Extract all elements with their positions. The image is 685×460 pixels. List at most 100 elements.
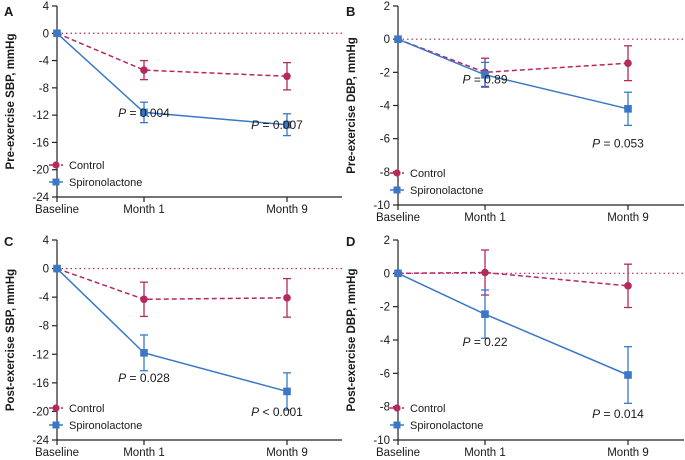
x-tick-label: Month 1 xyxy=(464,447,506,459)
y-tick-label: -8 xyxy=(39,321,49,333)
y-tick-label: 4 xyxy=(43,1,50,13)
legend-label: Control xyxy=(410,403,445,415)
p-value: = 0.028 xyxy=(126,371,170,385)
y-tick-label: -10 xyxy=(373,435,390,447)
y-tick-label: 0 xyxy=(43,28,49,40)
p-value-label: P = 0.028 xyxy=(118,371,170,385)
x-tick-label: Month 1 xyxy=(123,447,165,459)
y-tick-label: -10 xyxy=(373,200,390,212)
p-symbol: P xyxy=(251,405,259,419)
x-tick-label: Month 9 xyxy=(266,204,308,216)
y-tick-label: -8 xyxy=(380,402,390,414)
x-tick-label: Month 9 xyxy=(607,447,649,459)
series-line xyxy=(56,32,288,78)
p-value: = 0.004 xyxy=(126,106,170,120)
legend-marker xyxy=(393,404,401,412)
panel-c: C Post-exercise SBP, mmHg 4 0 -4 -8 -12 -16 -20 -… xyxy=(4,234,342,459)
data-point xyxy=(481,71,489,79)
series-spironolactone xyxy=(53,29,291,137)
x-tick-label: Month 1 xyxy=(464,212,506,224)
legend-label: Spironolactone xyxy=(69,420,142,432)
legend-label: Spironolactone xyxy=(69,177,142,189)
legend-label: Control xyxy=(69,403,104,415)
data-point xyxy=(140,349,148,357)
y-axis-label: Pre-exercise DBP, mmHg xyxy=(346,37,358,174)
panel-letter: D xyxy=(346,234,355,249)
y-tick-label: -8 xyxy=(39,83,49,95)
data-point xyxy=(481,310,489,318)
y-tick-label: -4 xyxy=(380,101,391,113)
data-point xyxy=(283,294,291,302)
y-tick-label: 0 xyxy=(384,34,390,46)
x-tick-label: Baseline xyxy=(376,447,420,459)
panel-a: A Pre-exercise SBP, mmHg 4 0 -4 -8 -12 -16 -20 -2… xyxy=(4,1,342,216)
y-tick-label: 0 xyxy=(43,264,49,276)
data-point xyxy=(394,269,402,278)
p-value-label: P < 0.001 xyxy=(251,405,303,419)
legend: Control Spironolactone xyxy=(390,168,483,197)
data-point xyxy=(140,108,148,117)
y-tick-label: -6 xyxy=(380,368,390,380)
x-tick-label: Month 9 xyxy=(266,447,308,459)
y-axis-label: Pre-exercise SBP, mmHg xyxy=(5,34,17,170)
series-control xyxy=(394,35,632,88)
series-line xyxy=(56,267,288,301)
legend: Control Spironolactone xyxy=(49,160,142,189)
data-point xyxy=(624,282,632,290)
y-tick-label: 4 xyxy=(43,235,50,247)
data-point xyxy=(283,72,291,81)
p-symbol: P xyxy=(462,335,470,349)
p-value: = 0.007 xyxy=(259,118,303,132)
y-tick-label: -24 xyxy=(32,435,49,447)
y-tick-label: 2 xyxy=(384,235,390,247)
panel-letter: A xyxy=(4,4,14,19)
data-point xyxy=(283,120,291,129)
y-tick-label: -12 xyxy=(32,110,49,122)
data-point xyxy=(624,371,632,379)
y-tick-label: -4 xyxy=(380,335,391,347)
data-point xyxy=(624,59,632,68)
p-value: = 0.053 xyxy=(600,136,644,150)
x-tick-label: Month 9 xyxy=(607,212,649,224)
y-tick-label: -2 xyxy=(380,67,390,79)
data-point xyxy=(53,264,61,273)
legend-marker xyxy=(393,186,401,194)
series-line xyxy=(397,38,629,110)
series-line xyxy=(397,272,629,376)
p-symbol: P xyxy=(592,136,600,150)
x-tick-label: Baseline xyxy=(376,212,420,224)
p-value: = 0.22 xyxy=(470,335,507,349)
y-tick-label: -20 xyxy=(32,165,49,177)
series-spironolactone xyxy=(53,264,291,411)
series-line xyxy=(56,268,288,393)
y-axis-label: Post-exercise SBP, mmHg xyxy=(5,269,17,411)
legend-label: Spironolactone xyxy=(410,185,483,197)
p-symbol: P xyxy=(462,73,470,87)
panel-letter: B xyxy=(346,4,355,19)
data-point xyxy=(140,295,148,304)
y-tick-label: -4 xyxy=(39,56,50,68)
x-tick-label: Month 1 xyxy=(123,204,165,216)
data-point xyxy=(481,268,489,277)
y-axis-label: Post-exercise DBP, mmHg xyxy=(346,269,358,412)
legend: Control Spironolactone xyxy=(49,403,142,432)
p-value: < 0.001 xyxy=(259,405,303,419)
data-point xyxy=(394,35,402,43)
data-point xyxy=(140,66,148,74)
legend-marker xyxy=(52,421,60,429)
data-point xyxy=(53,29,61,38)
p-symbol: P xyxy=(251,118,259,132)
series-spironolactone xyxy=(394,269,632,404)
y-tick-label: -6 xyxy=(380,134,390,146)
panel-d: D Post-exercise DBP, mmHg 2 0 -2 -4 -6 -8 -10Bas… xyxy=(346,234,684,459)
series-line xyxy=(397,38,629,74)
p-value-label: P = 0.014 xyxy=(592,407,644,421)
p-value-label: P = 0.22 xyxy=(462,335,507,349)
p-value: = 0.89 xyxy=(470,73,507,87)
data-point xyxy=(283,387,291,396)
p-value-label: P = 0.053 xyxy=(592,136,644,150)
series-control xyxy=(394,249,632,309)
legend-label: Control xyxy=(69,160,104,172)
y-tick-label: 0 xyxy=(384,268,390,280)
